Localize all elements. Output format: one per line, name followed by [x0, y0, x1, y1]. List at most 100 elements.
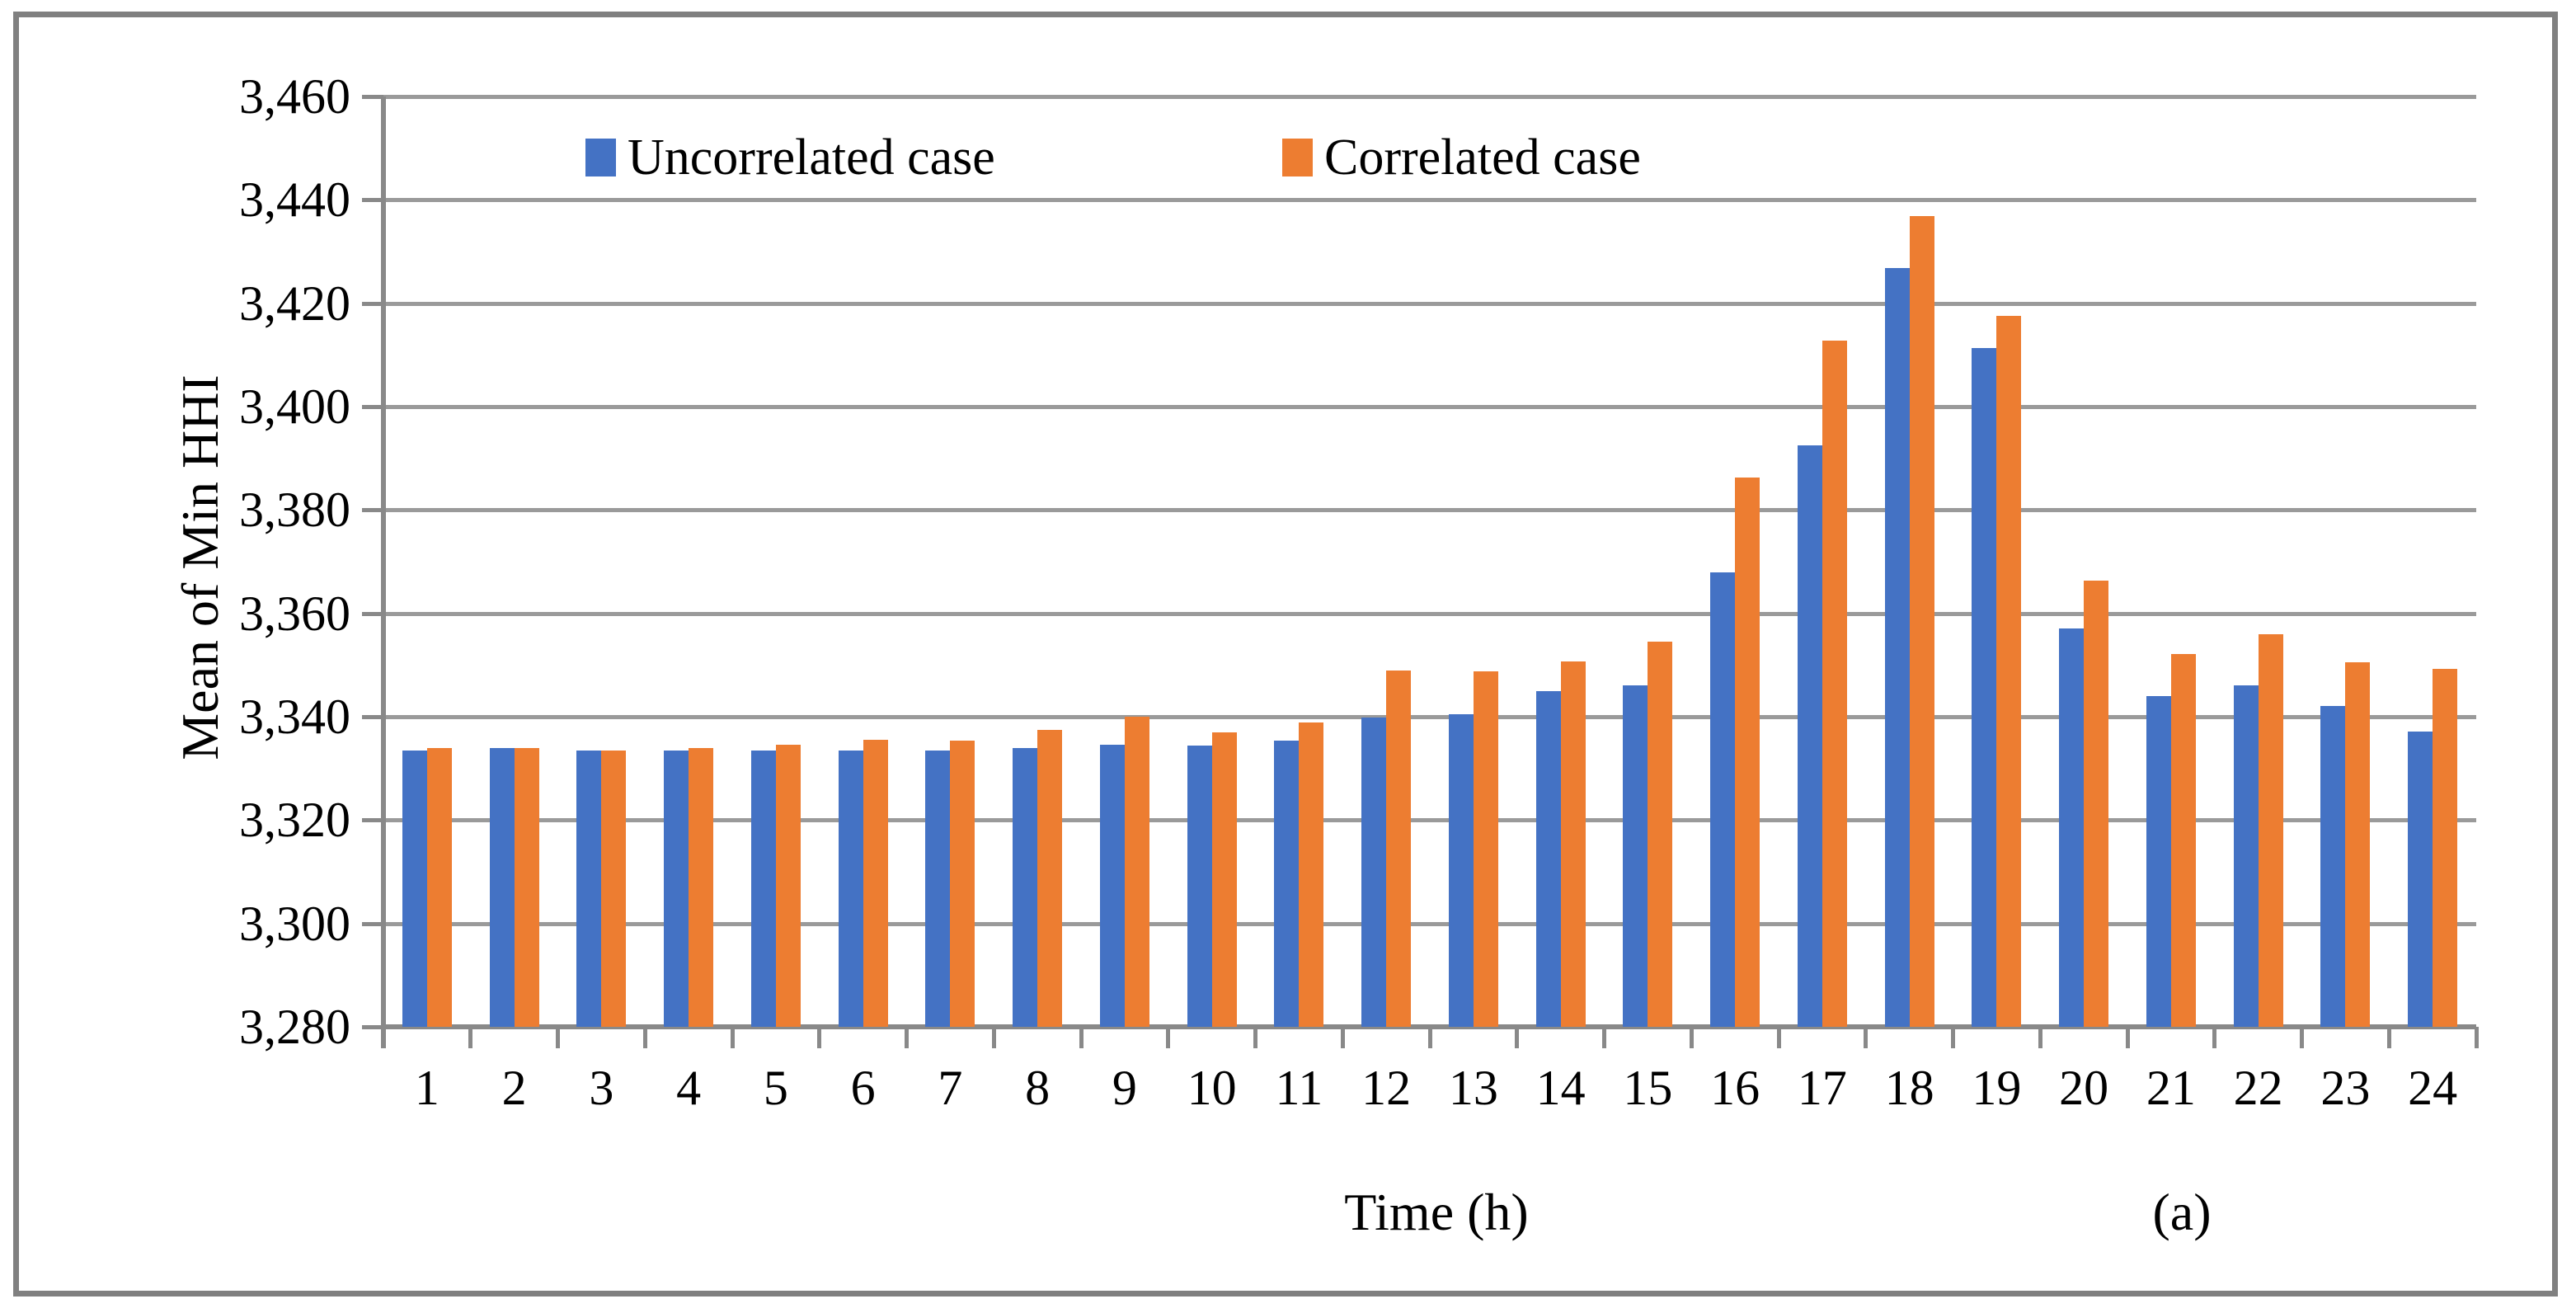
- legend-label-uncorrelated: Uncorrelated case: [628, 129, 995, 186]
- legend-item-uncorrelated: Uncorrelated case: [585, 129, 995, 186]
- bar-uncorrelated-h1: [402, 750, 427, 1027]
- bar-uncorrelated-h6: [838, 750, 863, 1027]
- y-gridline: [383, 508, 2476, 513]
- bar-correlated-h9: [1124, 717, 1149, 1027]
- y-tick-mark: [362, 921, 383, 926]
- x-tick-label: 20: [2059, 1061, 2109, 1115]
- y-tick-mark: [362, 95, 383, 99]
- bar-correlated-h3: [601, 750, 627, 1027]
- bar-uncorrelated-h18: [1884, 268, 1910, 1027]
- bar-correlated-h17: [1822, 340, 1847, 1027]
- x-tick-mark: [2474, 1027, 2479, 1048]
- bar-uncorrelated-h10: [1187, 746, 1212, 1027]
- x-tick-mark: [1166, 1027, 1171, 1048]
- x-tick-mark: [1253, 1027, 1257, 1048]
- bar-correlated-h6: [863, 740, 888, 1027]
- y-tick-label: 3,400: [239, 379, 350, 434]
- y-axis-title: Mean of Min HHI: [171, 374, 229, 760]
- figure-frame: Uncorrelated case Correlated case Mean o…: [13, 12, 2558, 1297]
- bar-correlated-h10: [1211, 732, 1237, 1027]
- bar-correlated-h24: [2433, 669, 2458, 1027]
- x-tick-label: 24: [2408, 1061, 2458, 1115]
- x-tick-label: 19: [1972, 1061, 2022, 1115]
- x-tick-label: 11: [1275, 1061, 1323, 1115]
- y-tick-label: 3,440: [239, 172, 350, 228]
- x-tick-label: 7: [938, 1061, 963, 1115]
- bar-uncorrelated-h24: [2408, 731, 2433, 1027]
- x-tick-mark: [991, 1027, 996, 1048]
- x-tick-mark: [817, 1027, 822, 1048]
- bar-correlated-h15: [1648, 642, 1673, 1027]
- x-tick-mark: [2125, 1027, 2130, 1048]
- bar-correlated-h22: [2258, 633, 2283, 1027]
- y-tick-mark: [362, 405, 383, 409]
- y-gridline: [383, 818, 2476, 823]
- bar-correlated-h5: [775, 745, 801, 1027]
- legend-swatch-correlated: [1282, 139, 1313, 176]
- x-tick-mark: [2386, 1027, 2391, 1048]
- y-gridline: [383, 301, 2476, 306]
- x-tick-mark: [1689, 1027, 1694, 1048]
- x-tick-mark: [1079, 1027, 1084, 1048]
- x-tick-label: 13: [1448, 1061, 1498, 1115]
- bar-uncorrelated-h15: [1623, 685, 1648, 1027]
- y-axis-line: [381, 96, 386, 1048]
- y-tick-label: 3,460: [239, 69, 350, 124]
- bar-uncorrelated-h5: [750, 750, 776, 1027]
- bar-correlated-h1: [426, 747, 452, 1027]
- bar-correlated-h23: [2345, 661, 2371, 1027]
- x-tick-mark: [381, 1027, 386, 1048]
- x-tick-label: 1: [414, 1061, 440, 1115]
- x-tick-mark: [1427, 1027, 1432, 1048]
- bar-correlated-h14: [1560, 661, 1586, 1027]
- x-tick-mark: [2212, 1027, 2217, 1048]
- x-tick-mark: [1602, 1027, 1606, 1048]
- y-tick-label: 3,340: [239, 689, 350, 744]
- y-tick-mark: [362, 611, 383, 616]
- x-tick-mark: [1951, 1027, 1955, 1048]
- x-axis-title: Time (h): [1344, 1183, 1529, 1241]
- bar-uncorrelated-h14: [1535, 690, 1561, 1027]
- legend-label-correlated: Correlated case: [1324, 129, 1641, 186]
- x-tick-mark: [642, 1027, 647, 1048]
- x-tick-label: 16: [1710, 1061, 1760, 1115]
- x-tick-label: 3: [589, 1061, 614, 1115]
- x-tick-mark: [730, 1027, 735, 1048]
- bar-uncorrelated-h17: [1797, 445, 1822, 1027]
- y-tick-mark: [362, 1025, 383, 1029]
- y-tick-label: 3,420: [239, 275, 350, 331]
- x-tick-mark: [1340, 1027, 1345, 1048]
- x-tick-label: 4: [676, 1061, 702, 1115]
- bar-correlated-h8: [1037, 729, 1063, 1027]
- y-tick-label: 3,300: [239, 896, 350, 951]
- bar-uncorrelated-h22: [2233, 685, 2259, 1027]
- x-tick-label: 17: [1797, 1061, 1847, 1115]
- bar-correlated-h19: [1996, 316, 2022, 1027]
- bar-uncorrelated-h8: [1013, 747, 1038, 1027]
- y-gridline: [383, 95, 2476, 99]
- bar-uncorrelated-h12: [1361, 718, 1387, 1027]
- bar-uncorrelated-h7: [925, 750, 951, 1027]
- x-tick-mark: [556, 1027, 560, 1048]
- x-tick-label: 5: [763, 1061, 788, 1115]
- y-gridline: [383, 198, 2476, 203]
- bar-correlated-h12: [1386, 670, 1412, 1027]
- y-tick-label: 3,360: [239, 586, 350, 641]
- bar-uncorrelated-h23: [2320, 706, 2346, 1027]
- x-tick-mark: [468, 1027, 473, 1048]
- bar-correlated-h4: [689, 747, 714, 1027]
- bar-uncorrelated-h20: [2059, 628, 2085, 1027]
- x-tick-label: 6: [850, 1061, 876, 1115]
- x-tick-label: 10: [1187, 1061, 1237, 1115]
- x-tick-label: 23: [2320, 1061, 2371, 1115]
- bar-uncorrelated-h16: [1710, 572, 1736, 1027]
- y-gridline: [383, 405, 2476, 409]
- bar-chart: Uncorrelated case Correlated case Mean o…: [19, 17, 2552, 1291]
- y-gridline: [383, 715, 2476, 719]
- y-tick-mark: [362, 715, 383, 719]
- bar-correlated-h16: [1735, 477, 1760, 1027]
- bar-correlated-h11: [1299, 722, 1324, 1027]
- x-tick-mark: [2300, 1027, 2304, 1048]
- x-tick-mark: [1776, 1027, 1781, 1048]
- x-tick-mark: [1515, 1027, 1520, 1048]
